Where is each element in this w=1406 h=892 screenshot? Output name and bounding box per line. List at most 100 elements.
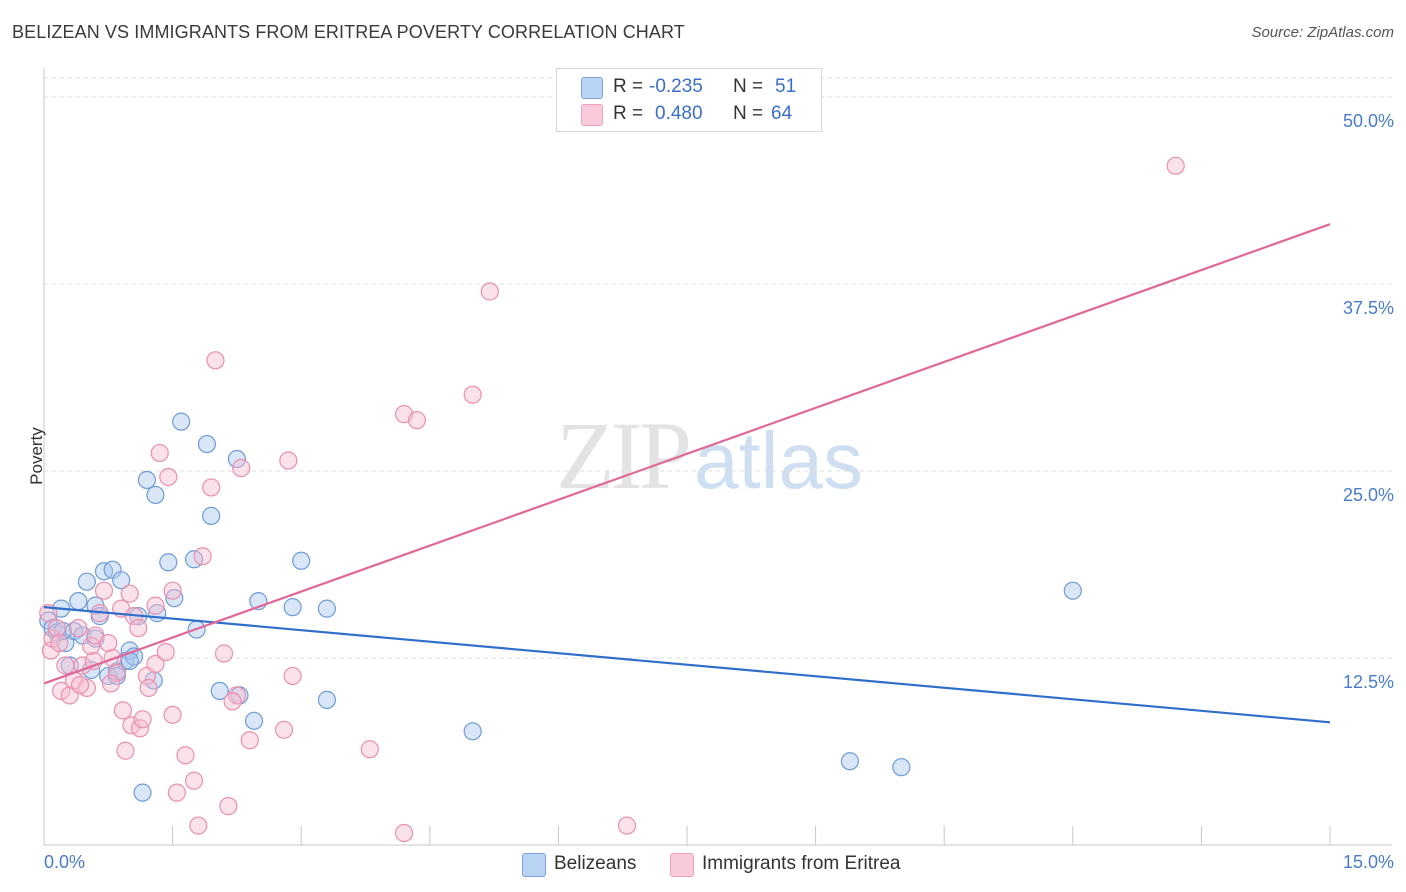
legend-r-value: -0.235	[649, 76, 703, 97]
belizean-point	[283, 598, 302, 617]
belizean-point	[69, 592, 88, 611]
bottom-legend-swatch-blue	[522, 853, 546, 877]
legend-swatch-blue	[581, 77, 603, 99]
legend-n-value: 51	[775, 76, 797, 97]
eritrea-point	[279, 451, 298, 470]
eritrea-trend-line	[43, 223, 1331, 685]
eritrea-point	[139, 678, 158, 698]
bottom-legend-label: Belizeans	[554, 853, 637, 874]
eritrea-point	[163, 705, 182, 724]
eritrea-point	[82, 636, 101, 656]
eritrea-point	[283, 666, 302, 686]
axis-layer	[43, 68, 1392, 846]
eritrea-point	[407, 411, 427, 430]
belizean-point	[1063, 581, 1082, 600]
belizean-point	[202, 506, 221, 525]
y-tick-label: 50.0%	[1342, 111, 1394, 131]
eritrea-point	[274, 720, 294, 739]
eritrea-point	[480, 282, 499, 301]
chart-title: BELIZEAN VS IMMIGRANTS FROM ERITREA POVE…	[12, 22, 685, 42]
belizean-point	[840, 752, 859, 771]
eritrea-point	[463, 385, 482, 404]
watermark-zip: ZIP	[556, 402, 692, 509]
chart-source: Source: ZipAtlas.com	[1251, 24, 1394, 41]
eritrea-point	[146, 596, 165, 615]
belizean-point	[112, 571, 131, 590]
legend: R = -0.235 N = 51 R = 0.480 N = 64	[556, 68, 822, 132]
legend-r-label: R =	[613, 76, 644, 97]
eritrea-point	[617, 816, 637, 835]
legend-swatch-pink	[581, 104, 603, 126]
eritrea-point	[219, 797, 238, 816]
eritrea-point	[69, 618, 88, 638]
eritrea-point	[167, 783, 186, 802]
eritrea-point	[240, 731, 259, 750]
belizean-point	[165, 589, 184, 608]
eritrea-point	[223, 692, 242, 711]
y-tick-label: 37.5%	[1342, 298, 1394, 318]
belizean-point	[197, 434, 216, 454]
eritrea-point	[52, 681, 71, 701]
belizean-point	[159, 553, 178, 572]
eritrea-point	[232, 458, 251, 478]
legend-n-value: 64	[771, 103, 793, 124]
trend-layer	[43, 223, 1331, 724]
y-tick-label: 12.5%	[1342, 672, 1394, 692]
eritrea-point	[146, 654, 165, 674]
bottom-legend: Belizeans Immigrants from Eritrea	[0, 852, 1406, 878]
belizean-point	[77, 572, 96, 591]
y-tick-label: 25.0%	[1342, 485, 1394, 505]
eritrea-point	[101, 674, 120, 693]
eritrea-point	[214, 644, 234, 663]
eritrea-point	[156, 642, 175, 662]
eritrea-point	[99, 633, 118, 653]
eritrea-point	[133, 710, 152, 729]
belizean-point	[133, 783, 152, 802]
eritrea-point	[94, 581, 114, 600]
eritrea-point	[116, 741, 135, 760]
grid-layer	[44, 77, 1392, 659]
eritrea-point	[159, 467, 178, 487]
points-layer	[39, 156, 1185, 843]
eritrea-point	[120, 584, 139, 603]
belizean-point	[244, 711, 264, 730]
eritrea-point	[206, 351, 225, 370]
eritrea-point	[1166, 156, 1185, 175]
belizean-point	[892, 758, 911, 777]
eritrea-point	[47, 618, 66, 638]
legend-n-label: N =	[733, 76, 764, 97]
eritrea-point	[189, 816, 208, 835]
watermark: ZIPatlas	[556, 400, 863, 511]
eritrea-point	[113, 701, 132, 720]
eritrea-point	[176, 746, 195, 765]
x-tick-label-min: 0.0%	[44, 852, 86, 872]
eritrea-point	[107, 663, 126, 683]
legend-n-label: N =	[733, 103, 764, 124]
x-tick-label-max: 15.0%	[1342, 852, 1394, 872]
belizean-trend-line	[43, 606, 1331, 724]
belizean-point	[210, 681, 229, 701]
eritrea-point	[193, 547, 212, 566]
eritrea-point	[129, 618, 148, 638]
eritrea-point	[70, 675, 90, 695]
belizean-point	[317, 599, 337, 618]
bottom-legend-label: Immigrants from Eritrea	[702, 853, 901, 874]
belizean-point	[172, 412, 191, 431]
eritrea-point	[394, 823, 414, 843]
legend-r-value: 0.480	[655, 103, 703, 124]
legend-r-label: R =	[613, 103, 644, 124]
eritrea-point	[184, 771, 204, 790]
eritrea-point	[202, 478, 221, 497]
watermark-atlas: atlas	[694, 416, 863, 505]
eritrea-point	[163, 581, 182, 600]
eritrea-point	[360, 740, 379, 759]
belizean-point	[463, 722, 482, 741]
belizean-point	[137, 470, 156, 490]
eritrea-point	[50, 633, 69, 653]
belizean-point	[317, 690, 337, 709]
eritrea-point	[150, 443, 169, 463]
eritrea-point	[56, 656, 75, 675]
bottom-legend-swatch-pink	[670, 853, 694, 877]
y-axis-label: Poverty	[26, 427, 46, 485]
